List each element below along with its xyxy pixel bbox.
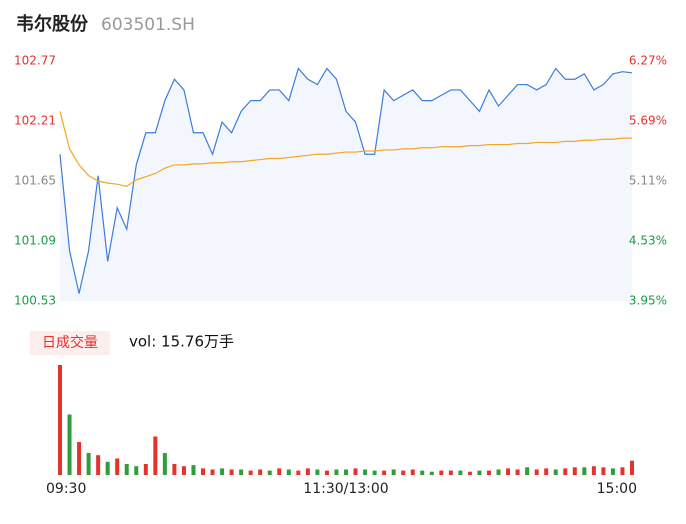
volume-bar: [115, 458, 120, 475]
volume-bar: [248, 470, 253, 475]
volume-bar: [305, 468, 310, 475]
volume-bar: [220, 468, 225, 475]
volume-bar: [162, 453, 167, 475]
volume-bar: [591, 466, 596, 475]
volume-bar: [258, 469, 263, 475]
volume-bar: [153, 436, 158, 475]
volume-bar: [277, 468, 282, 475]
volume-bar: [239, 469, 244, 475]
volume-legend-box: [30, 331, 110, 355]
volume-bar: [134, 466, 139, 475]
y-tick-label: 101.65: [14, 174, 56, 188]
volume-bar: [496, 469, 501, 475]
volume-bar: [58, 365, 62, 475]
volume-bar: [553, 469, 558, 475]
volume-bar: [124, 464, 129, 475]
volume-bar: [515, 469, 520, 475]
volume-bar: [582, 467, 587, 475]
volume-bar: [267, 470, 272, 475]
volume-legend: 日成交量: [42, 334, 98, 351]
volume-bar: [315, 469, 320, 475]
volume-bar: [534, 469, 539, 475]
stock-name: 韦尔股份: [16, 13, 89, 35]
volume-bar: [344, 469, 348, 475]
stock-code: 603501.SH: [101, 15, 195, 35]
volume-bar: [334, 469, 339, 475]
volume-bar: [458, 470, 463, 475]
volume-bar: [210, 469, 215, 475]
y-tick-label: 102.21: [14, 114, 56, 128]
volume-bar: [572, 467, 577, 475]
volume-bar: [105, 461, 110, 475]
volume-bar: [544, 468, 549, 475]
volume-summary: vol: 15.76万手: [129, 333, 234, 351]
volume-bar: [467, 471, 472, 475]
volume-bar: [229, 469, 234, 475]
volume-bar: [601, 467, 606, 475]
price-area: [60, 68, 632, 301]
y-tick-label: 100.53: [14, 294, 56, 308]
volume-bar: [143, 464, 148, 475]
volume-bar: [172, 464, 177, 475]
x-tick-label: 11:30/13:00: [303, 481, 388, 497]
volume-bar: [429, 471, 434, 475]
y-tick-label: 102.77: [14, 54, 56, 68]
volume-bar: [506, 468, 511, 475]
volume-bar: [420, 470, 425, 475]
price-line: [59, 67, 633, 294]
x-tick-label: 15:00: [597, 481, 637, 497]
volume-bar: [401, 470, 406, 475]
volume-bar: [610, 468, 615, 475]
volume-bar: [363, 469, 368, 475]
volume-bar: [181, 466, 186, 475]
volume-bar: [439, 470, 444, 475]
volume-bar: [201, 468, 205, 475]
volume-bar: [372, 470, 377, 475]
average-line: [59, 111, 632, 187]
volume-bar: [96, 455, 101, 475]
volume-bar: [353, 468, 358, 475]
volume-bar: [487, 470, 491, 475]
volume-bar: [67, 414, 72, 475]
y2-tick-label: 3.95%: [629, 294, 667, 308]
y2-tick-label: 5.11%: [629, 174, 667, 188]
volume-bar: [382, 470, 387, 475]
volume-bar: [563, 468, 568, 475]
y2-tick-label: 6.27%: [629, 54, 667, 68]
y2-tick-label: 4.53%: [629, 234, 667, 248]
volume-bar: [448, 470, 453, 475]
volume-bar: [286, 469, 291, 475]
volume-bar: [391, 469, 396, 475]
x-tick-label: 09:30: [46, 481, 86, 497]
volume-bar: [477, 470, 482, 475]
volume-bar: [77, 442, 82, 475]
volume-bar: [410, 469, 415, 475]
volume-bar: [296, 470, 301, 475]
volume-bar: [324, 470, 329, 475]
volume-bar: [525, 467, 530, 475]
volume-bar: [191, 465, 196, 475]
volume-bar: [630, 460, 634, 475]
y2-tick-label: 5.69%: [629, 114, 667, 128]
volume-bar: [86, 453, 91, 475]
y-tick-label: 101.09: [14, 234, 56, 248]
volume-bar: [620, 467, 625, 475]
